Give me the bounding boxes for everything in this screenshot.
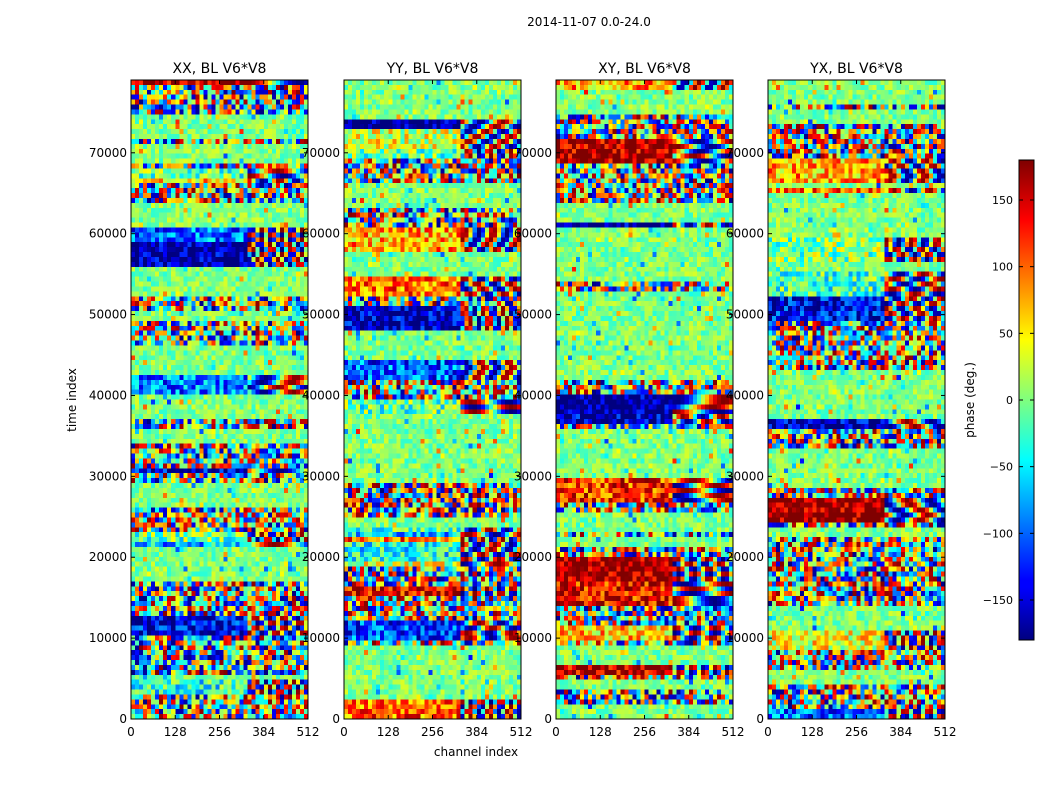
y-tick-label: 10000: [89, 631, 127, 645]
y-tick-label: 40000: [89, 388, 127, 402]
x-tick-label: 256: [208, 725, 231, 739]
x-tick-label: 256: [633, 725, 656, 739]
x-axis-label: channel index: [434, 745, 518, 759]
y-tick-label: 70000: [514, 146, 552, 160]
colorbar-tick-label: −100: [983, 527, 1013, 540]
y-tick-label: 50000: [726, 308, 764, 322]
y-tick-label: 20000: [302, 550, 340, 564]
colorbar-label: phase (deg.): [963, 362, 977, 438]
x-tick-label: 256: [421, 725, 444, 739]
figure-suptitle: 2014-11-07 0.0-24.0: [527, 15, 651, 29]
y-tick-label: 70000: [302, 146, 340, 160]
y-tick-label: 60000: [514, 227, 552, 241]
x-tick-label: 0: [340, 725, 348, 739]
y-tick-label: 50000: [302, 308, 340, 322]
y-tick-label: 0: [544, 712, 552, 726]
colorbar-tick-label: −50: [990, 461, 1013, 474]
colorbar-ticks: −150 −100 −50 0 50 100 150: [983, 194, 1034, 607]
colorbar-tick-label: 50: [999, 327, 1013, 340]
heatmap-panel: YX, BL V6*V8 0 128 256 384 512 0 10000 20000 3000…: [726, 61, 957, 739]
x-tick-label: 0: [127, 725, 135, 739]
heatmap-panel: XY, BL V6*V8 0 128 256 384 512 0 10000 20000 3000…: [514, 61, 745, 739]
y-tick-label: 0: [332, 712, 340, 726]
heatmap-panel: YY, BL V6*V8 0 128 256 384 512 0 10000 20000 3000…: [302, 61, 533, 739]
y-axis-label: time index: [65, 368, 79, 432]
panel-title: XX, BL V6*V8: [173, 61, 267, 77]
y-tick-label: 40000: [514, 388, 552, 402]
heatmap-image: [131, 80, 308, 719]
x-tick-label: 128: [589, 725, 612, 739]
heatmap-panel: XX, BL V6*V8 0 128 256 384 512 0 10000 20000 3000…: [89, 61, 320, 739]
heatmap-image: [344, 80, 521, 719]
x-tick-label: 128: [164, 725, 187, 739]
x-tick-label: 384: [465, 725, 488, 739]
y-tick-label: 40000: [302, 388, 340, 402]
y-tick-label: 40000: [726, 388, 764, 402]
y-tick-label: 0: [756, 712, 764, 726]
x-tick-label: 128: [377, 725, 400, 739]
heatmap-image: [768, 80, 945, 719]
y-tick-label: 0: [119, 712, 127, 726]
y-tick-label: 30000: [514, 469, 552, 483]
x-tick-label: 512: [297, 725, 320, 739]
x-tick-label: 512: [510, 725, 533, 739]
panel-title: XY, BL V6*V8: [598, 61, 691, 77]
x-tick-label: 384: [252, 725, 275, 739]
y-tick-label: 70000: [89, 146, 127, 160]
x-tick-label: 512: [934, 725, 957, 739]
y-tick-label: 60000: [302, 227, 340, 241]
panel-title: YY, BL V6*V8: [386, 61, 479, 77]
y-tick-label: 30000: [89, 469, 127, 483]
y-tick-label: 60000: [726, 227, 764, 241]
colorbar-tick-label: 150: [992, 194, 1013, 207]
y-tick-label: 30000: [302, 469, 340, 483]
y-tick-label: 50000: [514, 308, 552, 322]
x-tick-label: 512: [722, 725, 745, 739]
x-tick-label: 256: [845, 725, 868, 739]
x-tick-label: 384: [889, 725, 912, 739]
y-tick-label: 50000: [89, 308, 127, 322]
y-tick-label: 10000: [726, 631, 764, 645]
x-tick-label: 0: [764, 725, 772, 739]
colorbar-tick-label: 100: [992, 261, 1013, 274]
y-tick-label: 10000: [514, 631, 552, 645]
colorbar-tick-label: 0: [1006, 394, 1013, 407]
y-tick-label: 20000: [514, 550, 552, 564]
y-tick-label: 20000: [726, 550, 764, 564]
heatmap-image: [556, 80, 733, 719]
y-tick-label: 70000: [726, 146, 764, 160]
y-tick-label: 30000: [726, 469, 764, 483]
panel-title: YX, BL V6*V8: [809, 61, 903, 77]
x-tick-label: 128: [801, 725, 824, 739]
x-tick-label: 0: [552, 725, 560, 739]
x-tick-label: 384: [677, 725, 700, 739]
y-tick-label: 20000: [89, 550, 127, 564]
heatmap-panels: XX, BL V6*V8 0 128 256 384 512 0 10000 20000 3000…: [89, 61, 957, 739]
y-tick-label: 60000: [89, 227, 127, 241]
colorbar-tick-label: −150: [983, 594, 1013, 607]
y-tick-label: 10000: [302, 631, 340, 645]
colorbar: −150 −100 −50 0 50 100 150 phase (deg.): [963, 159, 1035, 641]
